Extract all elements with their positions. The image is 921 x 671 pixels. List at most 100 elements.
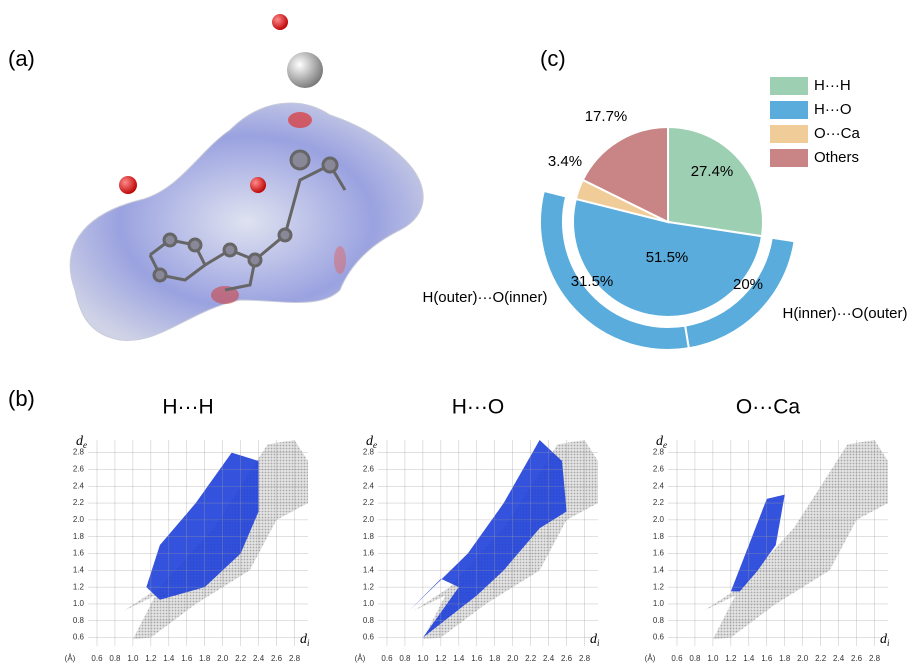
x-tick-label: 1.4: [453, 654, 465, 663]
y-axis-label: de: [656, 434, 667, 450]
legend-swatch: [770, 125, 808, 143]
x-unit: (Å): [65, 654, 76, 663]
x-tick-label: 2.2: [235, 654, 247, 663]
x-tick-label: 2.8: [289, 654, 301, 663]
data-label: 20%: [733, 276, 763, 293]
y-tick-label: 0.8: [363, 616, 375, 625]
y-tick-label: 1.8: [653, 532, 665, 541]
legend-label: H···O: [814, 101, 852, 118]
y-tick-label: 1.8: [363, 532, 375, 541]
y-tick-label: 2.2: [653, 498, 665, 507]
x-tick-label: 2.6: [561, 654, 573, 663]
legend-label: Others: [814, 149, 859, 166]
y-axis-label: de: [76, 434, 87, 450]
fingerprint-plot: H···O0.60.81.01.21.41.61.82.02.22.42.62.…: [355, 396, 600, 664]
x-tick-label: 1.8: [199, 654, 211, 663]
y-tick-label: 2.4: [73, 481, 85, 490]
y-tick-label: 2.2: [73, 498, 85, 507]
x-tick-label: 2.8: [579, 654, 591, 663]
y-axis-label: de: [366, 434, 377, 450]
x-tick-label: 2.6: [271, 654, 283, 663]
y-tick-label: 0.6: [363, 633, 375, 642]
x-tick-label: 1.2: [725, 654, 737, 663]
data-label: 3.4%: [548, 153, 582, 170]
panel-label: (c): [540, 46, 566, 71]
y-tick-label: 2.4: [363, 481, 375, 490]
x-tick-label: 2.0: [507, 654, 519, 663]
y-label-subscript: e: [373, 440, 377, 450]
y-tick-label: 0.6: [653, 633, 665, 642]
ring-label: H(inner)···O(outer): [782, 305, 907, 322]
y-tick-label: 1.4: [653, 565, 665, 574]
x-tick-label: 2.0: [217, 654, 229, 663]
x-tick-label: 0.6: [381, 654, 393, 663]
plot-title: O···Ca: [736, 396, 800, 419]
legend-swatch: [770, 149, 808, 167]
x-tick-label: 1.4: [743, 654, 755, 663]
x-tick-label: 0.6: [671, 654, 683, 663]
x-axis-label: di: [300, 632, 310, 648]
x-tick-label: 2.4: [253, 654, 265, 663]
x-tick-label: 1.2: [435, 654, 447, 663]
legend-label: O···Ca: [814, 125, 860, 142]
y-tick-label: 1.6: [653, 549, 665, 558]
y-tick-label: 1.0: [73, 599, 85, 608]
y-tick-label: 2.0: [73, 515, 85, 524]
y-tick-label: 2.6: [363, 465, 375, 474]
data-label: 27.4%: [691, 163, 734, 180]
x-axis-label: di: [880, 632, 890, 648]
x-tick-label: 2.0: [797, 654, 809, 663]
fingerprint-plot: H···H 0.6 0.8 1.0 1.2 1.4 1.6 1.8 2.0 2.2 2.4 2.6 2.…: [65, 396, 310, 664]
x-unit: (Å): [355, 654, 366, 663]
y-tick-label: 1.0: [363, 599, 375, 608]
x-label-subscript: i: [307, 638, 310, 648]
x-tick-label: 2.4: [833, 654, 845, 663]
y-tick-label: 2.6: [653, 465, 665, 474]
y-tick-label: 1.2: [73, 582, 85, 591]
x-tick-label: 1.0: [127, 654, 139, 663]
x-label-subscript: i: [887, 638, 890, 648]
y-tick-label: 2.4: [653, 481, 665, 490]
panel-label: (b): [8, 386, 35, 411]
y-tick-label: 1.0: [653, 599, 665, 608]
x-tick-label: 1.6: [181, 654, 193, 663]
x-tick-label: 0.8: [109, 654, 121, 663]
panel-label: (a): [8, 46, 35, 71]
x-tick-label: 1.8: [779, 654, 791, 663]
plot-title: H···H: [162, 396, 213, 419]
x-tick-label: 0.8: [689, 654, 701, 663]
x-tick-label: 0.6: [91, 654, 103, 663]
y-tick-label: 1.2: [363, 582, 375, 591]
x-tick-label: 2.8: [869, 654, 881, 663]
x-tick-label: 1.6: [761, 654, 773, 663]
x-tick-label: 1.6: [471, 654, 483, 663]
legend-label: H···H: [814, 77, 851, 94]
y-tick-label: 1.6: [363, 549, 375, 558]
fingerprint-region: [704, 440, 888, 639]
pie-slice: [668, 127, 763, 236]
data-label: 17.7%: [585, 108, 628, 125]
x-label-subscript: i: [597, 638, 600, 648]
x-tick-label: 2.4: [543, 654, 555, 663]
x-tick-label: 1.0: [417, 654, 429, 663]
y-tick-label: 2.2: [363, 498, 375, 507]
x-unit: (Å): [645, 654, 656, 663]
x-tick-label: 2.2: [525, 654, 537, 663]
data-label: 51.5%: [646, 249, 689, 266]
x-tick-label: 0.8: [399, 654, 411, 663]
x-tick-label: 1.0: [707, 654, 719, 663]
y-tick-label: 2.0: [653, 515, 665, 524]
y-tick-label: 1.8: [73, 532, 85, 541]
y-label-subscript: e: [663, 440, 667, 450]
molecule-illustration: [70, 14, 423, 340]
legend-swatch: [770, 101, 808, 119]
x-tick-label: 2.6: [851, 654, 863, 663]
y-tick-label: 1.4: [363, 565, 375, 574]
ring-label: H(outer)···O(inner): [422, 289, 547, 306]
figure: (a) (b) (c) 27.4% 51.5% 3.4% 17.7% 20% H(inne…: [0, 0, 921, 666]
y-tick-label: 1.4: [73, 565, 85, 574]
x-tick-label: 2.2: [815, 654, 827, 663]
y-tick-label: 0.8: [653, 616, 665, 625]
y-tick-label: 1.6: [73, 549, 85, 558]
x-axis-label: di: [590, 632, 600, 648]
